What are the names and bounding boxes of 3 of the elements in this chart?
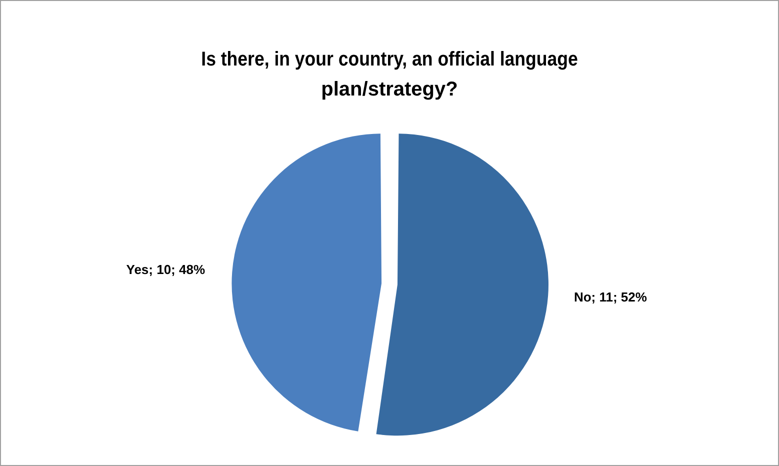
slice-label: No; 11; 52% <box>574 289 648 304</box>
chart-title: Is there, in your country, an official language plan/strategy? <box>201 48 578 101</box>
slice-label: Yes; 10; 48% <box>126 262 206 277</box>
